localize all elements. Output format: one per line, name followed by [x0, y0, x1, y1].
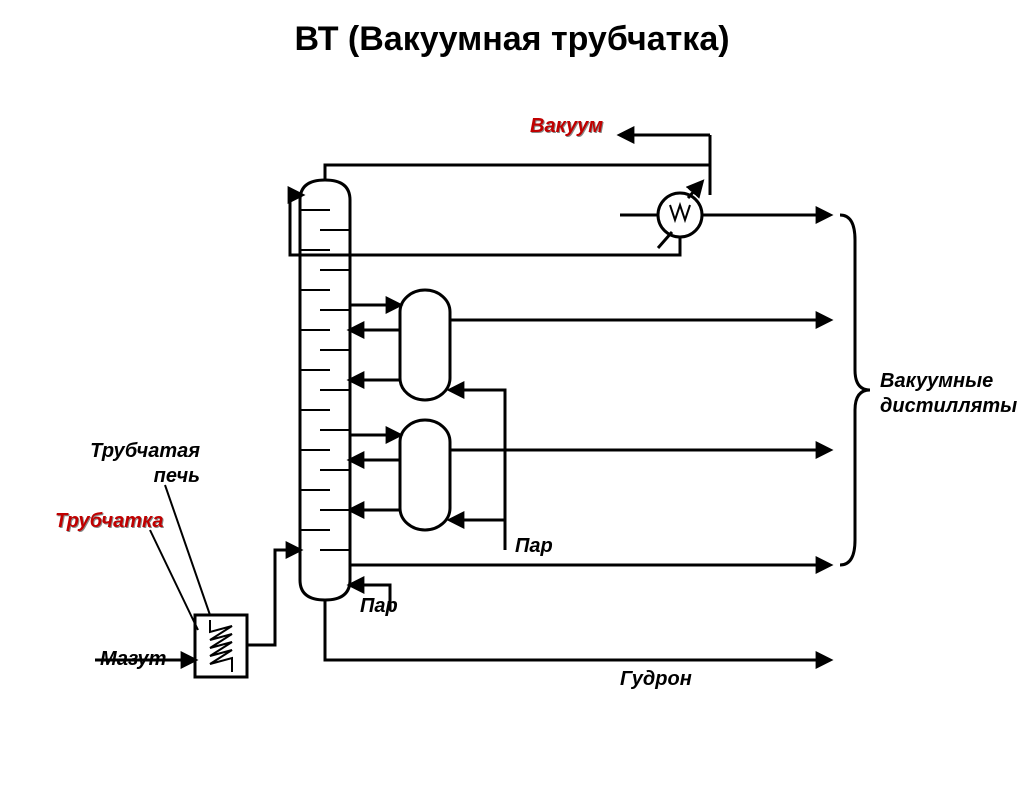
distillates-label-1: Вакуумные — [880, 370, 993, 393]
vacuum-label: Вакуум — [530, 115, 603, 138]
top-product-line — [290, 195, 830, 255]
furnace-label-pointer — [150, 485, 210, 630]
tubular-furnace — [195, 615, 247, 677]
gudron-line — [325, 600, 830, 660]
distillates-brace — [840, 215, 870, 565]
furnace-to-column-line — [247, 550, 300, 645]
vacuum-line — [325, 135, 710, 195]
furnace-label-2: печь — [80, 465, 200, 488]
column-stripper-lines — [350, 305, 400, 510]
par-label-1: Пар — [360, 595, 398, 618]
gudron-label: Гудрон — [620, 668, 692, 691]
stripper-2 — [400, 420, 450, 530]
furnace-label-1: Трубчатая — [80, 440, 200, 463]
process-diagram — [0, 80, 1024, 780]
steam-lines — [350, 390, 505, 610]
trubchatka-label: Трубчатка — [55, 510, 163, 533]
mazut-label: Мазут — [100, 648, 166, 671]
distillates-label-2: дистилляты — [880, 395, 1017, 418]
page-title: ВТ (Вакуумная трубчатка) — [0, 20, 1024, 59]
par-label-2: Пар — [515, 535, 553, 558]
distillation-column — [300, 180, 350, 600]
stripper-1 — [400, 290, 450, 400]
